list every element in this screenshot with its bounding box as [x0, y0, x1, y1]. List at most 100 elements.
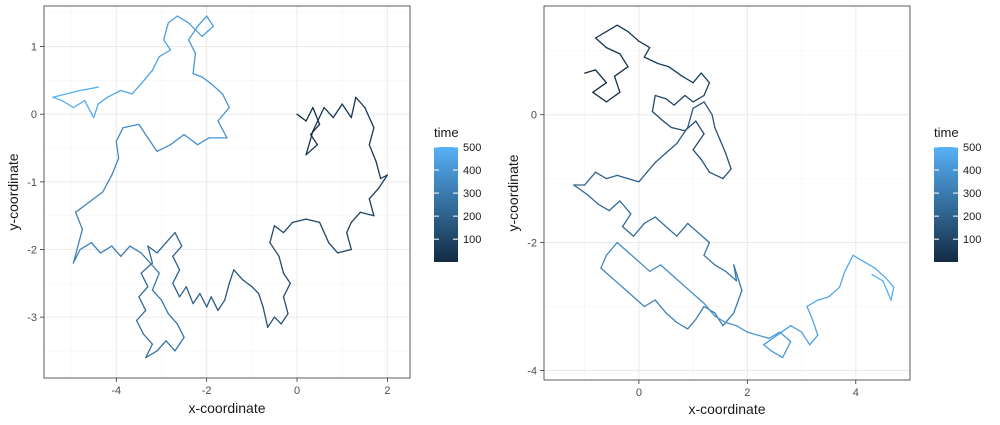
trajectory-segment [762, 334, 778, 346]
trajectory-segment [156, 242, 167, 254]
trajectory-segment [228, 269, 235, 284]
trajectory-segment [662, 120, 673, 129]
trajectory-segment [665, 312, 678, 324]
trajectory-segment [676, 222, 689, 237]
trajectory-segment [643, 216, 656, 225]
x-tick-label: -4 [111, 385, 121, 397]
trajectory-segment [233, 269, 244, 281]
trajectory-segment [651, 94, 656, 113]
trajectory-segment [187, 22, 203, 38]
trajectory-segment [305, 218, 321, 224]
trajectory-segment [708, 171, 724, 180]
trajectory-segment [670, 126, 686, 132]
trajectory-segment [183, 133, 199, 146]
left-y-axis-title: y-coordinate [5, 153, 21, 230]
trajectory-segment [600, 267, 613, 279]
legend-break-label: 500 [463, 142, 481, 154]
trajectory-segment [654, 152, 667, 164]
trajectory-segment [700, 72, 711, 84]
trajectory-segment [368, 127, 375, 146]
legend-break-label: 100 [963, 234, 981, 246]
left-axis-ticks: -4 -2 0 2 -3 -2 -1 0 1 [27, 42, 390, 397]
trajectory-segment [106, 89, 122, 98]
trajectory-segment [375, 160, 382, 180]
trajectory-segment [584, 69, 597, 74]
trajectory-segment [852, 254, 865, 263]
trajectory-segment [251, 286, 260, 295]
trajectory-segment [665, 98, 675, 106]
trajectory-segment [806, 305, 814, 320]
trajectory-segment [638, 171, 648, 183]
trajectory-segment [72, 100, 86, 109]
trajectory-segment [771, 350, 784, 359]
trajectory-segment [74, 201, 90, 213]
trajectory-segment [199, 292, 208, 308]
trajectory-segment [817, 296, 830, 301]
trajectory-segment [882, 280, 892, 301]
trajectory-segment [719, 139, 727, 154]
right-panel: 0 2 4 -4 -2 0 x-coordinate y-coordinate [505, 5, 911, 417]
trajectory-segment [135, 319, 145, 335]
left-legend-colorbar [434, 147, 458, 262]
trajectory-segment [138, 123, 149, 139]
trajectory-segment [355, 96, 366, 109]
trajectory-segment [79, 242, 93, 251]
legend-break-label: 200 [963, 211, 981, 223]
trajectory-segment [201, 76, 212, 85]
trajectory-segment [169, 133, 185, 146]
trajectory-segment [115, 127, 124, 142]
trajectory-segment [692, 72, 702, 84]
trajectory-segment [282, 272, 291, 284]
trajectory-segment [676, 321, 689, 330]
trajectory-segment [52, 93, 68, 98]
trajectory-segment [643, 46, 651, 58]
trajectory-segment [140, 262, 154, 274]
trajectory-segment [210, 296, 219, 312]
trajectory-segment [687, 318, 697, 330]
trajectory-segment [172, 282, 181, 298]
legend-break-label: 200 [463, 211, 481, 223]
legend-break-label: 500 [963, 142, 981, 154]
trajectory-segment [176, 323, 185, 339]
trajectory-segment [676, 126, 689, 145]
trajectory-segment [165, 231, 176, 244]
right-legend-title: time [934, 125, 959, 140]
trajectory-segment [201, 25, 215, 38]
trajectory-segment [52, 96, 63, 102]
trajectory-segment [176, 15, 190, 24]
legend-break-label: 300 [963, 188, 981, 200]
trajectory-segment [305, 144, 319, 156]
trajectory-segment [346, 221, 352, 234]
trajectory-segment [613, 66, 629, 77]
right-y-axis-title: y-coordinate [505, 154, 521, 231]
trajectory-segment [368, 198, 375, 217]
trajectory-segment [217, 120, 228, 139]
trajectory-segment [695, 120, 705, 135]
trajectory-segment [185, 286, 194, 305]
trajectory-segment [692, 149, 702, 161]
trajectory-segment [757, 334, 770, 340]
trajectory-segment [206, 296, 212, 308]
trajectory-segment [111, 157, 120, 176]
trajectory-segment [341, 103, 352, 119]
trajectory-segment [172, 269, 181, 284]
trajectory-segment [280, 313, 289, 325]
trajectory-segment [206, 15, 215, 27]
trajectory-segment [120, 245, 131, 257]
trajectory-segment [673, 94, 686, 106]
trajectory-segment [163, 39, 172, 51]
trajectory-segment [178, 286, 187, 298]
trajectory-segment [781, 340, 792, 359]
trajectory-segment [714, 312, 724, 327]
trajectory-segment [724, 270, 738, 282]
trajectory-segment [790, 325, 803, 333]
y-tick-label: 0 [31, 109, 37, 121]
trajectory-segment [632, 296, 645, 308]
trajectory-segment [600, 254, 608, 269]
trajectory-segment [890, 286, 895, 301]
right-color-legend: time 100 200 300 400 500 [934, 125, 981, 262]
trajectory-segment [273, 316, 282, 325]
trajectory-segment [768, 331, 781, 340]
left-gridlines [44, 6, 410, 378]
trajectory-segment [167, 313, 178, 325]
